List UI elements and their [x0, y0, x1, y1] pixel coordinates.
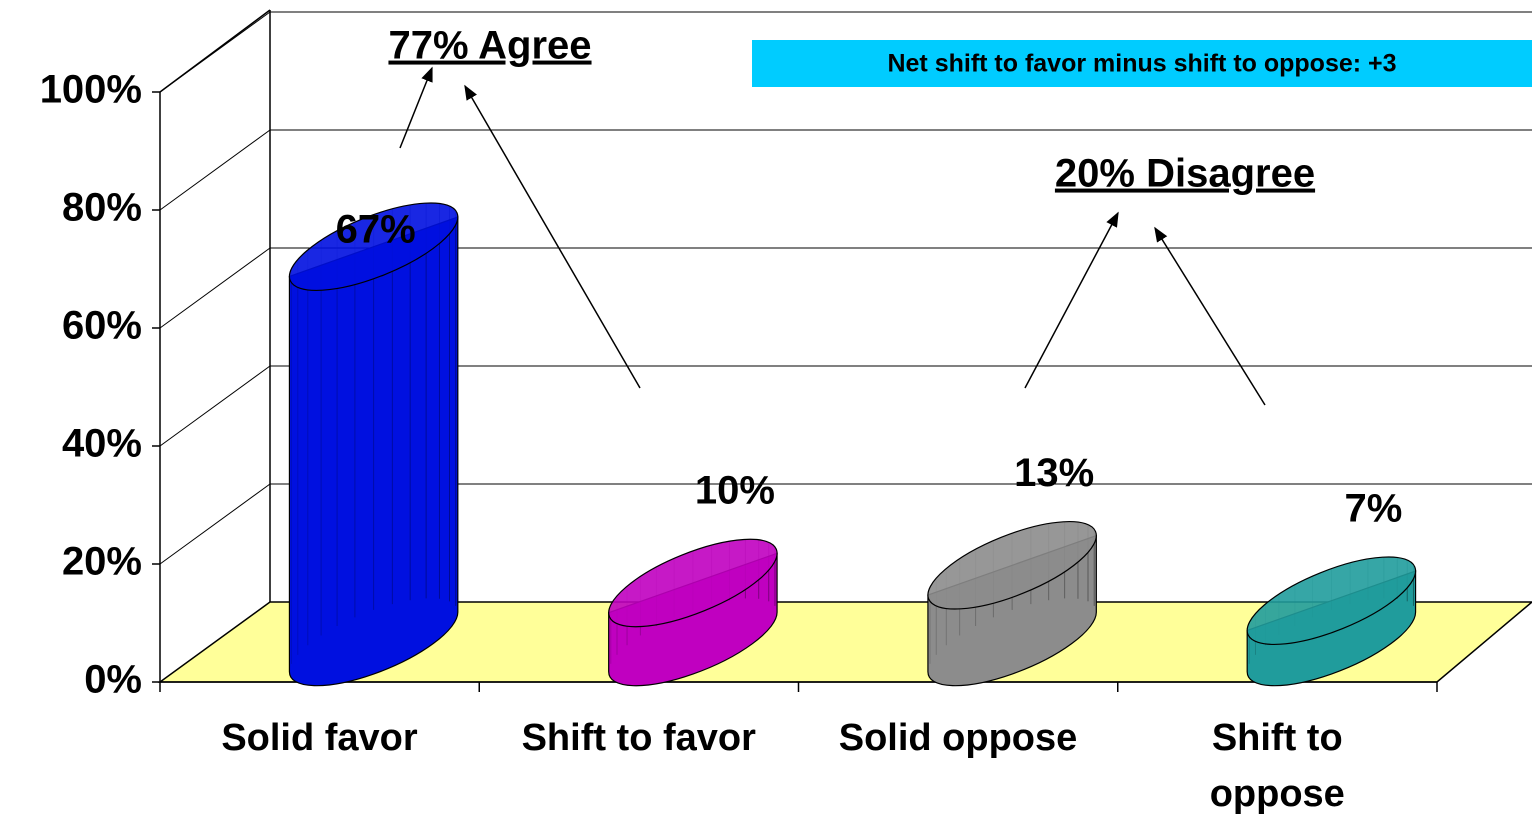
- x-tick-label: Solid oppose: [838, 717, 1078, 759]
- annotation: 20% Disagree: [1055, 152, 1315, 196]
- arrow: [1024, 211, 1119, 389]
- grid-line: [159, 129, 271, 211]
- grid-line: [159, 483, 271, 565]
- bar-side: [288, 216, 459, 687]
- arrow: [399, 66, 433, 149]
- bar: [1246, 556, 1417, 686]
- note: Net shift to favor minus shift to oppose…: [887, 50, 1396, 78]
- y-tick-label: 20%: [62, 540, 142, 584]
- x-tick-label: Shift to favor: [521, 717, 756, 759]
- y-tick-label: 80%: [62, 186, 142, 230]
- bar: [927, 520, 1097, 687]
- bar: [288, 202, 459, 687]
- arrow: [1154, 226, 1266, 406]
- y-tick-label: 60%: [62, 304, 142, 348]
- value-label: 13%: [1014, 451, 1094, 495]
- y-tick-label: 40%: [62, 422, 142, 466]
- value-label: 10%: [695, 469, 775, 513]
- x-tick-label: Shift to oppose: [1209, 717, 1345, 815]
- bar-top: [608, 538, 778, 628]
- note-box: [752, 40, 1532, 87]
- grid-line: [159, 365, 271, 447]
- grid-line: [159, 247, 271, 329]
- bar: [608, 538, 778, 687]
- frame: [152, 9, 1532, 692]
- annotation: 77% Agree: [388, 24, 591, 68]
- grid-line: [159, 11, 271, 93]
- y-tick-label: 0%: [84, 658, 142, 702]
- value-label: 67%: [336, 207, 416, 251]
- bar-top: [288, 202, 459, 292]
- value-label: 7%: [1344, 486, 1402, 530]
- y-tick-label: 100%: [40, 68, 142, 112]
- bar-top: [1246, 556, 1417, 646]
- bar-top: [927, 520, 1097, 610]
- arrow: [464, 84, 641, 389]
- x-tick-label: Solid favor: [221, 717, 418, 759]
